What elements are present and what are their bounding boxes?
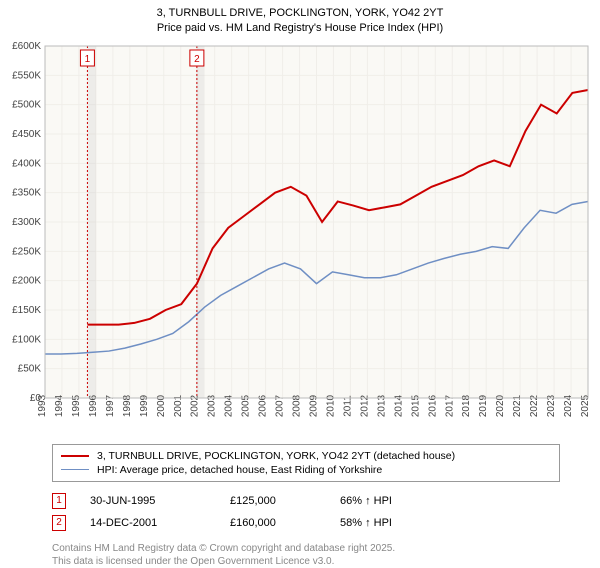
license-line2: This data is licensed under the Open Gov… [52, 555, 600, 568]
svg-text:£500K: £500K [12, 99, 41, 110]
legend: 3, TURNBULL DRIVE, POCKLINGTON, YORK, YO… [52, 444, 560, 482]
title-line2: Price paid vs. HM Land Registry's House … [0, 21, 600, 36]
marker-ratio: 66% ↑ HPI [340, 495, 460, 507]
legend-label: HPI: Average price, detached house, East… [97, 464, 382, 476]
svg-text:£600K: £600K [12, 41, 41, 52]
legend-label: 3, TURNBULL DRIVE, POCKLINGTON, YORK, YO… [97, 450, 455, 462]
legend-row: 3, TURNBULL DRIVE, POCKLINGTON, YORK, YO… [61, 449, 551, 463]
chart-title: 3, TURNBULL DRIVE, POCKLINGTON, YORK, YO… [0, 0, 600, 38]
marker-ratio: 58% ↑ HPI [340, 517, 460, 529]
legend-swatch [61, 455, 89, 457]
svg-text:2: 2 [194, 54, 200, 65]
marker-table: 1 30-JUN-1995£125,00066% ↑ HPI 2 14-DEC-200… [52, 490, 600, 534]
svg-text:1: 1 [85, 54, 91, 65]
license-line1: Contains HM Land Registry data © Crown c… [52, 542, 600, 555]
line-chart-svg: 12£0£50K£100K£150K£200K£250K£300K£350K£4… [0, 38, 600, 438]
svg-text:£250K: £250K [12, 246, 41, 257]
marker-date: 30-JUN-1995 [90, 495, 230, 507]
title-line1: 3, TURNBULL DRIVE, POCKLINGTON, YORK, YO… [0, 6, 600, 21]
marker-row: 1 30-JUN-1995£125,00066% ↑ HPI [52, 490, 600, 512]
svg-text:£50K: £50K [18, 363, 42, 374]
legend-swatch [61, 469, 89, 471]
chart-area: 12£0£50K£100K£150K£200K£250K£300K£350K£4… [0, 38, 600, 438]
svg-text:£150K: £150K [12, 305, 41, 316]
marker-price: £125,000 [230, 495, 340, 507]
marker-badge: 2 [52, 515, 66, 531]
svg-text:£400K: £400K [12, 158, 41, 169]
svg-text:£450K: £450K [12, 129, 41, 140]
license-text: Contains HM Land Registry data © Crown c… [52, 542, 600, 568]
svg-text:£200K: £200K [12, 275, 41, 286]
svg-text:£550K: £550K [12, 70, 41, 81]
marker-row: 2 14-DEC-2001£160,00058% ↑ HPI [52, 512, 600, 534]
svg-text:£100K: £100K [12, 334, 41, 345]
marker-badge: 1 [52, 493, 66, 509]
marker-price: £160,000 [230, 517, 340, 529]
svg-text:£350K: £350K [12, 187, 41, 198]
legend-row: HPI: Average price, detached house, East… [61, 463, 551, 477]
svg-text:£300K: £300K [12, 217, 41, 228]
marker-date: 14-DEC-2001 [90, 517, 230, 529]
